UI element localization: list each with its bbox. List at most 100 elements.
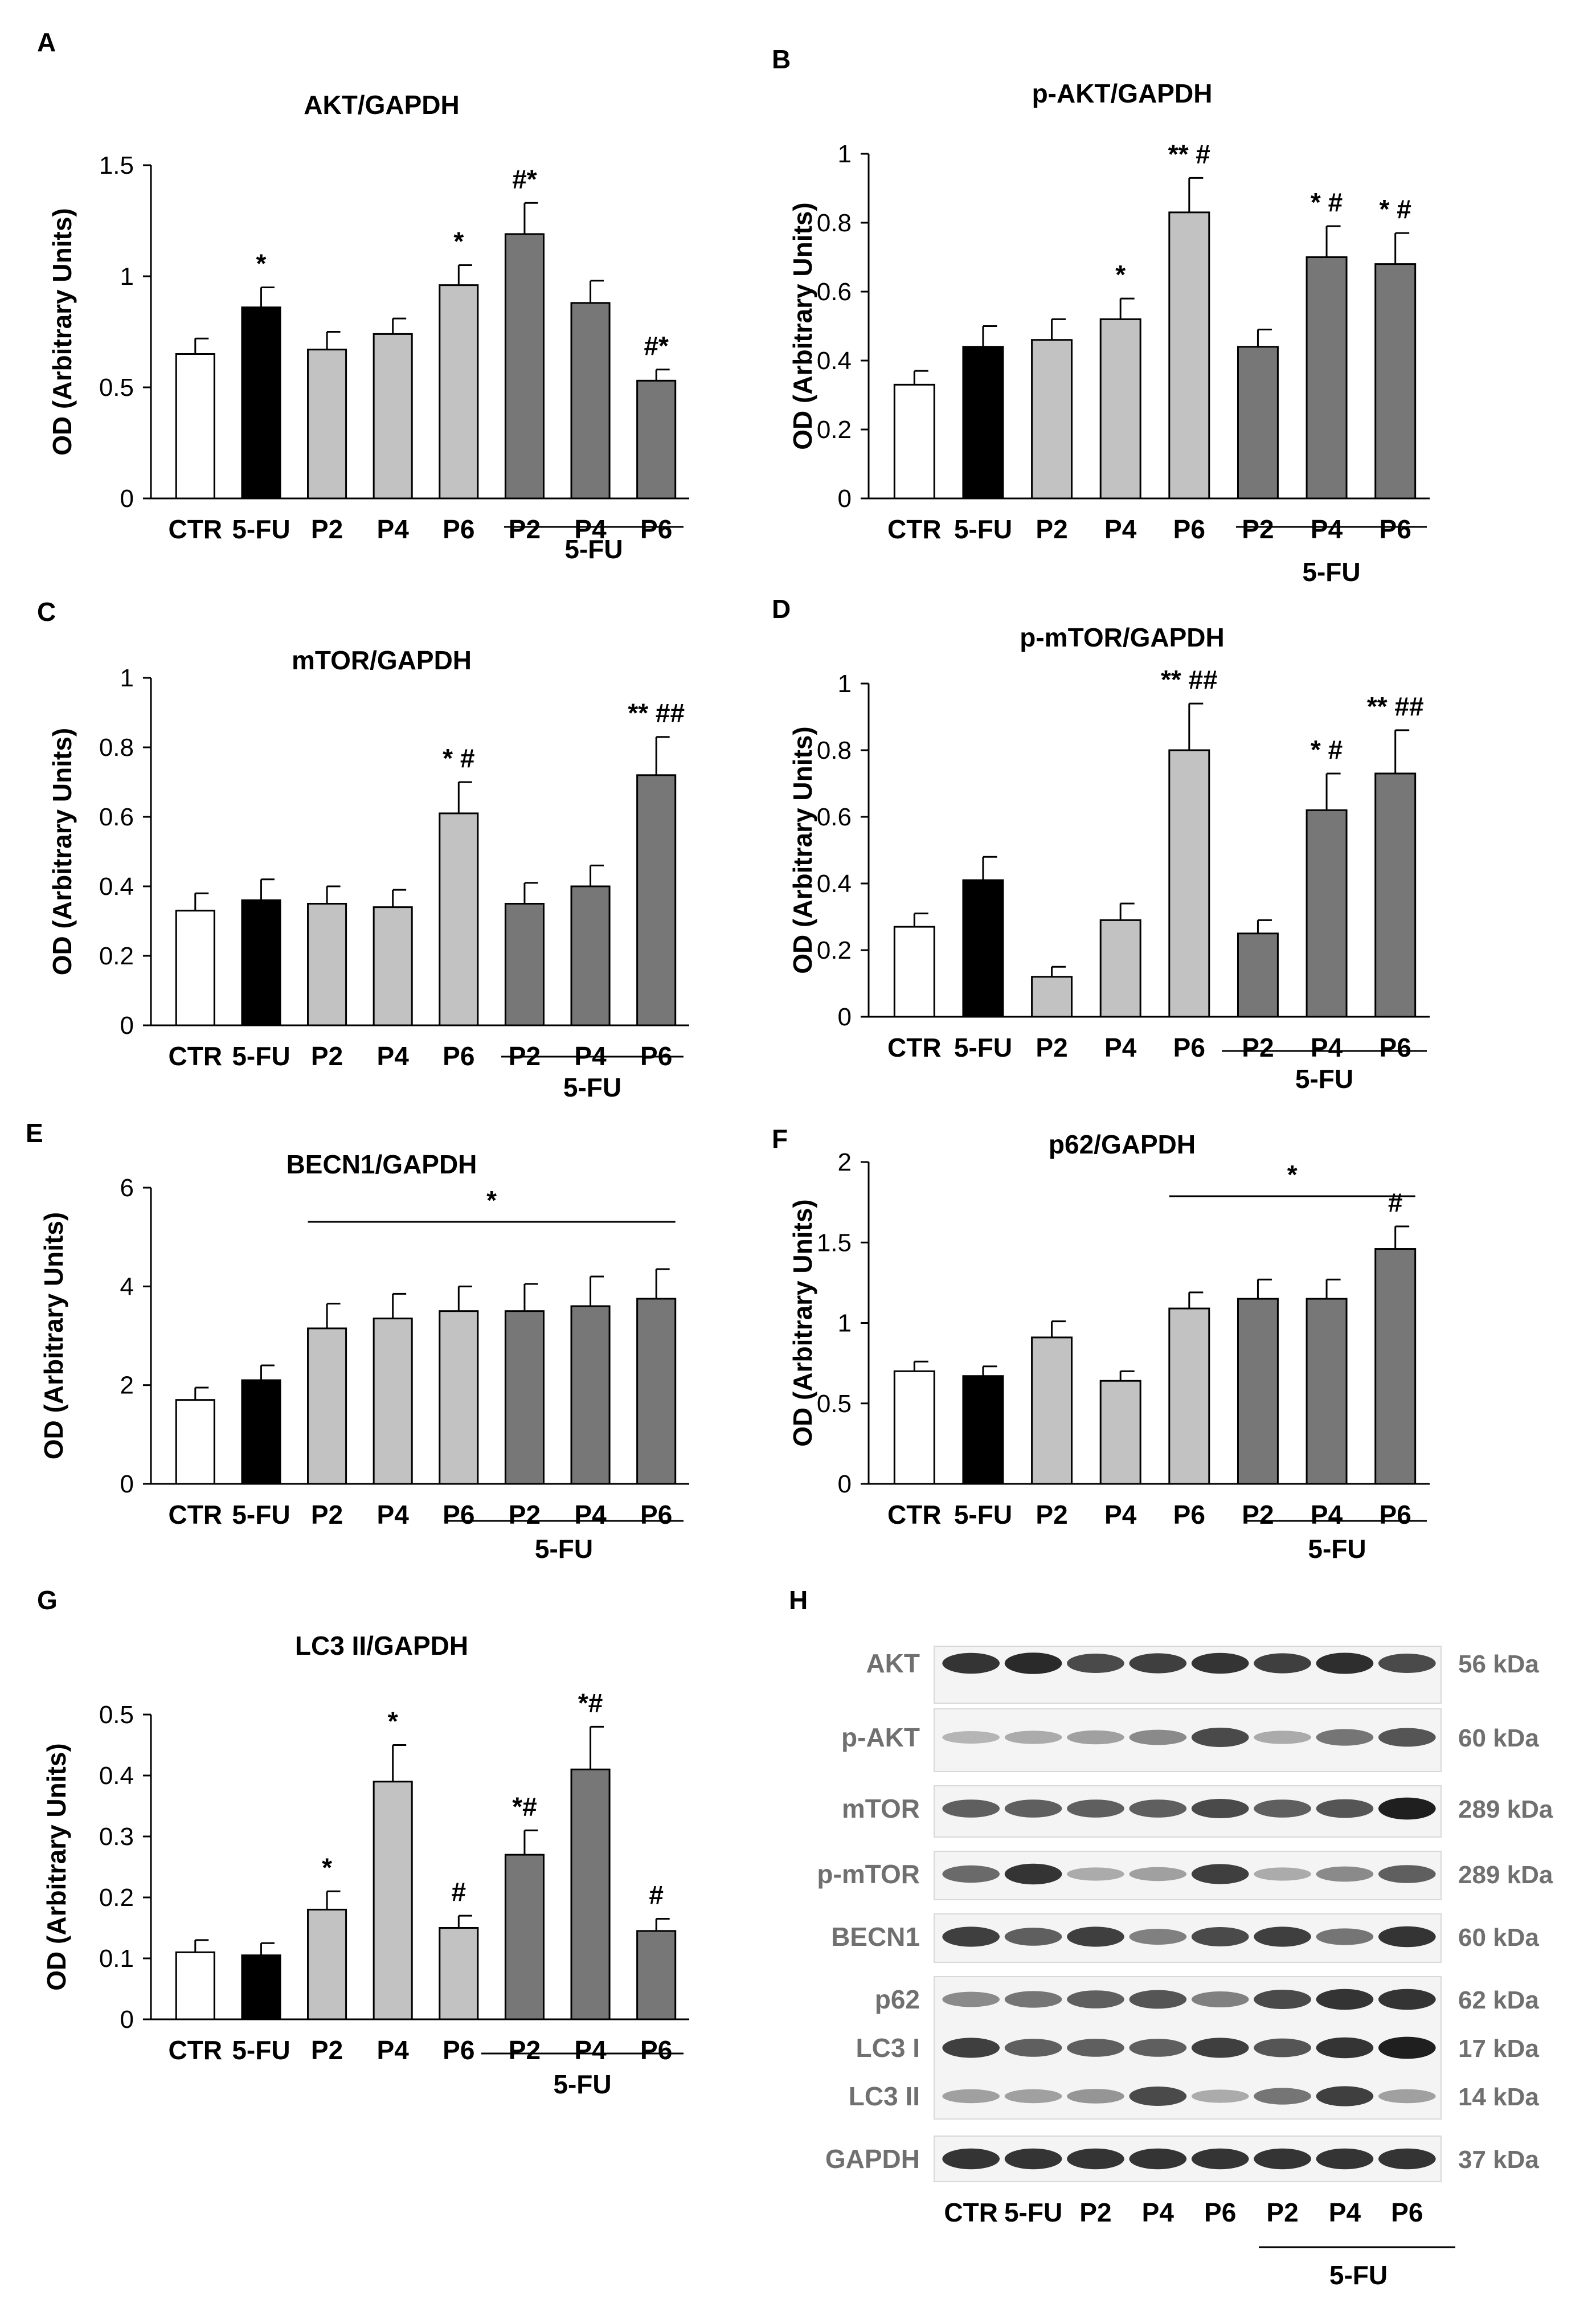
y-tick-label: 0	[120, 485, 134, 513]
y-tick-label: 0.6	[817, 278, 852, 306]
y-tick-label: 0.4	[99, 1762, 134, 1790]
blot-band	[1254, 2038, 1311, 2057]
group-bracket-label: 5-FU	[563, 1073, 621, 1102]
panel-letter: C	[37, 597, 56, 627]
bar	[307, 1908, 347, 2020]
y-axis-label: OD (Arbitrary Units)	[788, 202, 817, 449]
blot-band	[942, 2089, 1000, 2104]
blot-band	[1067, 1926, 1124, 1947]
blot-band	[1129, 2039, 1187, 2057]
bar	[1099, 919, 1141, 1018]
blot-row-label: LC3 II	[849, 2081, 920, 2111]
blot-band	[1254, 2148, 1311, 2170]
y-tick-label: 0.5	[817, 1390, 852, 1418]
blot-row-label: LC3 I	[856, 2033, 920, 2063]
y-tick-label: 0.4	[817, 870, 852, 898]
y-tick-label: 1	[120, 664, 134, 692]
x-tick-label: P6	[1173, 1033, 1205, 1062]
blot-band	[1067, 1990, 1124, 2008]
y-axis-label: OD (Arbitrary Units)	[788, 1199, 817, 1446]
bar	[1168, 749, 1210, 1018]
x-tick-label: P2	[509, 1500, 541, 1529]
blot-band	[1129, 1653, 1187, 1674]
blot-band	[1129, 1990, 1187, 2009]
x-tick-label: CTR	[169, 1041, 223, 1071]
blot-band	[1316, 1729, 1374, 1746]
blot-band	[1129, 2087, 1187, 2106]
x-tick-label: P6	[640, 1500, 672, 1529]
significance-line-label: *	[1287, 1160, 1298, 1189]
blot-band	[1378, 1989, 1436, 2010]
bar	[1374, 772, 1417, 1018]
blot-row-label: p-AKT	[841, 1723, 920, 1752]
significance-mark: *#	[578, 1688, 603, 1717]
significance-mark: ** #	[1168, 139, 1210, 169]
x-tick-label: 5-FU	[232, 1500, 290, 1529]
significance-mark: *#	[512, 1791, 537, 1821]
y-tick-label: 0.8	[817, 737, 852, 764]
group-bracket-label: 5-FU	[1308, 1534, 1366, 1564]
x-tick-label: P2	[1242, 1500, 1274, 1529]
blot-band	[1067, 1799, 1124, 1818]
significance-mark: * #	[1380, 194, 1411, 224]
bar	[241, 306, 281, 500]
x-tick-label: CTR	[169, 2035, 223, 2065]
y-tick-label: 0.3	[99, 1823, 134, 1851]
y-tick-label: 0	[120, 1012, 134, 1040]
y-tick-label: 0	[838, 485, 852, 513]
bar	[307, 1327, 347, 1485]
y-axis-label: OD (Arbitrary Units)	[788, 726, 817, 973]
significance-mark: #*	[512, 164, 537, 194]
significance-mark: ** ##	[1367, 692, 1424, 721]
bar	[570, 1768, 611, 2020]
y-tick-label: 0.2	[817, 416, 852, 444]
bar	[439, 812, 479, 1026]
x-tick-label: P4	[377, 2035, 410, 2065]
blot-band	[1191, 1799, 1249, 1818]
blot-kda-label: 17 kDa	[1458, 2035, 1539, 2063]
chart-panel-B: Bp-AKT/GAPDH OD (Arbitrary Units) 0 0.2 0.4 0…	[772, 44, 1430, 587]
y-axis-label: OD (Arbitrary Units)	[39, 1212, 68, 1459]
chart-title: BECN1/GAPDH	[287, 1150, 477, 1179]
bar	[175, 1951, 215, 2020]
chart-title: p-mTOR/GAPDH	[1020, 623, 1225, 652]
x-tick-label: P6	[640, 514, 672, 544]
blot-band	[1378, 1654, 1436, 1673]
x-tick-label: P2	[311, 2035, 343, 2065]
bar	[1306, 809, 1348, 1018]
blot-band	[1129, 1729, 1187, 1745]
blot-kda-label: 289 kDa	[1458, 1861, 1553, 1889]
y-tick-label: 0.6	[99, 803, 134, 831]
blot-band	[1004, 1652, 1062, 1674]
blot-band	[1067, 2039, 1124, 2057]
blot-lane-label: P6	[1204, 2198, 1236, 2227]
blot-band	[1004, 2039, 1062, 2057]
significance-line-label: *	[486, 1185, 497, 1215]
group-bracket-label: 5-FU	[535, 1534, 593, 1564]
blot-band	[942, 2148, 1000, 2170]
blot-band	[1004, 1863, 1062, 1885]
y-tick-label: 0.6	[817, 803, 852, 831]
blot-band	[1067, 1654, 1124, 1673]
x-tick-label: P4	[1104, 1033, 1137, 1062]
blot-lane-label: P4	[1142, 2198, 1175, 2227]
blot-band	[1191, 1728, 1249, 1747]
x-tick-label: P4	[1311, 514, 1343, 544]
x-tick-label: P2	[1242, 1033, 1274, 1062]
blot-lane-label: CTR	[944, 2198, 998, 2227]
bar	[1374, 1248, 1417, 1485]
y-tick-label: 1	[838, 670, 852, 698]
blot-band	[1316, 1652, 1374, 1674]
x-tick-label: P6	[1173, 514, 1205, 544]
x-tick-label: CTR	[169, 514, 223, 544]
bar	[1237, 1298, 1279, 1485]
blot-band	[1004, 1991, 1062, 2008]
blot-band	[942, 1865, 1000, 1883]
bar	[1031, 1336, 1073, 1485]
y-tick-label: 6	[120, 1174, 134, 1202]
blot-band	[1067, 1730, 1124, 1745]
x-tick-label: P4	[1311, 1033, 1343, 1062]
blot-band	[942, 1799, 1000, 1818]
